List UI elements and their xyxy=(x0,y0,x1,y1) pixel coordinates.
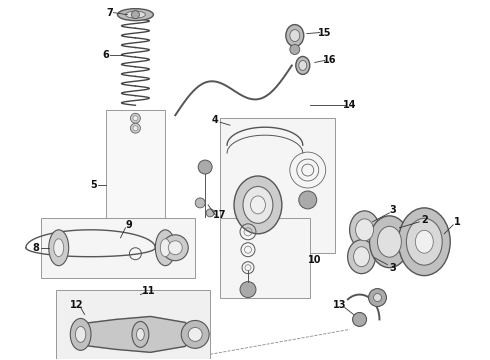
Ellipse shape xyxy=(349,211,379,249)
Text: 4: 4 xyxy=(212,115,219,125)
Bar xyxy=(220,218,310,298)
Text: 15: 15 xyxy=(318,28,331,37)
Text: 7: 7 xyxy=(106,8,113,18)
Ellipse shape xyxy=(286,24,304,46)
Ellipse shape xyxy=(125,11,146,18)
Ellipse shape xyxy=(299,60,307,71)
Circle shape xyxy=(133,126,138,131)
Ellipse shape xyxy=(137,328,144,340)
Ellipse shape xyxy=(406,219,442,265)
Circle shape xyxy=(130,113,141,123)
Ellipse shape xyxy=(234,176,282,234)
Text: 13: 13 xyxy=(333,300,346,310)
Text: 3: 3 xyxy=(389,205,396,215)
Text: 3: 3 xyxy=(389,263,396,273)
Ellipse shape xyxy=(290,30,300,41)
Circle shape xyxy=(353,312,367,327)
Bar xyxy=(41,218,195,278)
Text: 10: 10 xyxy=(308,255,321,265)
Circle shape xyxy=(181,320,209,348)
Text: 17: 17 xyxy=(213,210,227,220)
Circle shape xyxy=(206,209,214,217)
Ellipse shape xyxy=(398,208,450,276)
Bar xyxy=(220,118,335,253)
Circle shape xyxy=(195,198,205,208)
Bar xyxy=(105,110,165,258)
Ellipse shape xyxy=(356,219,373,241)
Text: 6: 6 xyxy=(102,50,109,60)
Ellipse shape xyxy=(296,57,310,75)
Circle shape xyxy=(131,11,140,19)
Ellipse shape xyxy=(54,239,64,257)
Circle shape xyxy=(373,293,382,302)
Circle shape xyxy=(133,116,138,121)
Ellipse shape xyxy=(250,196,266,214)
Circle shape xyxy=(198,160,212,174)
Ellipse shape xyxy=(369,216,409,268)
Circle shape xyxy=(130,123,141,133)
Circle shape xyxy=(240,282,256,298)
Ellipse shape xyxy=(160,239,171,257)
Ellipse shape xyxy=(155,230,175,266)
Ellipse shape xyxy=(243,186,273,223)
Circle shape xyxy=(168,241,182,255)
Text: 16: 16 xyxy=(323,55,337,66)
Text: 12: 12 xyxy=(70,300,83,310)
Ellipse shape xyxy=(347,240,375,274)
Circle shape xyxy=(290,45,300,54)
Text: 14: 14 xyxy=(343,100,356,110)
Text: 2: 2 xyxy=(421,215,428,225)
Circle shape xyxy=(162,235,188,261)
Ellipse shape xyxy=(416,230,433,253)
Ellipse shape xyxy=(70,319,91,350)
Circle shape xyxy=(368,289,387,306)
Ellipse shape xyxy=(75,327,86,342)
Ellipse shape xyxy=(49,230,69,266)
Text: 11: 11 xyxy=(142,285,155,296)
Text: 5: 5 xyxy=(90,180,97,190)
Ellipse shape xyxy=(132,321,149,347)
Bar xyxy=(56,289,210,360)
Polygon shape xyxy=(75,316,195,352)
Ellipse shape xyxy=(354,247,369,267)
Text: 8: 8 xyxy=(32,243,39,253)
Circle shape xyxy=(188,328,202,341)
Text: 1: 1 xyxy=(454,217,461,227)
Text: 9: 9 xyxy=(125,220,132,230)
Ellipse shape xyxy=(377,226,401,257)
Ellipse shape xyxy=(118,9,153,21)
Circle shape xyxy=(299,191,317,209)
